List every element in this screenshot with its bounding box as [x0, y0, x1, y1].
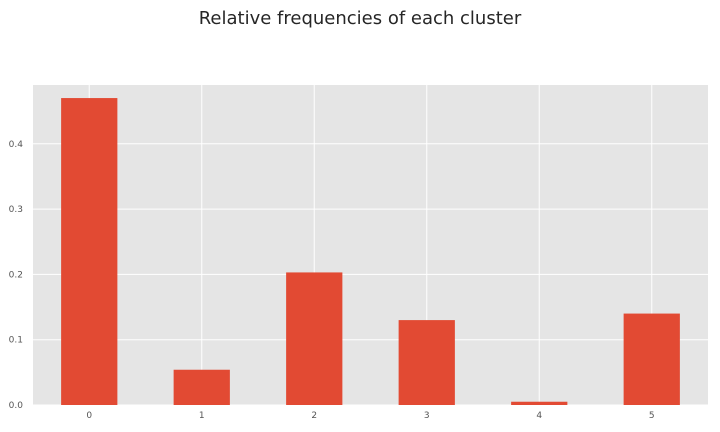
y-tick-label: 0.2 — [9, 270, 23, 280]
bar-cluster-5 — [623, 313, 680, 405]
y-tick-label: 0.0 — [9, 401, 24, 411]
x-tick-label: 5 — [649, 411, 655, 421]
bar-cluster-0 — [61, 98, 118, 406]
x-tick-label: 4 — [536, 411, 542, 421]
x-axis-ticks: 0 1 2 3 4 5 — [86, 411, 654, 421]
bar-cluster-3 — [398, 320, 455, 405]
bar-cluster-1 — [173, 369, 230, 405]
x-tick-label: 1 — [199, 411, 205, 421]
x-tick-label: 0 — [86, 411, 92, 421]
bar-cluster-4 — [511, 401, 568, 405]
x-tick-label: 2 — [311, 411, 317, 421]
bar-cluster-2 — [286, 272, 343, 405]
y-tick-label: 0.1 — [9, 336, 23, 346]
chart-title: Relative frequencies of each cluster — [199, 8, 522, 29]
x-tick-label: 3 — [424, 411, 430, 421]
y-tick-label: 0.4 — [9, 140, 24, 150]
bars — [61, 98, 680, 406]
y-tick-label: 0.3 — [9, 205, 23, 215]
y-axis-ticks: 0.0 0.1 0.2 0.3 0.4 — [9, 140, 24, 411]
plot-area — [33, 85, 708, 405]
